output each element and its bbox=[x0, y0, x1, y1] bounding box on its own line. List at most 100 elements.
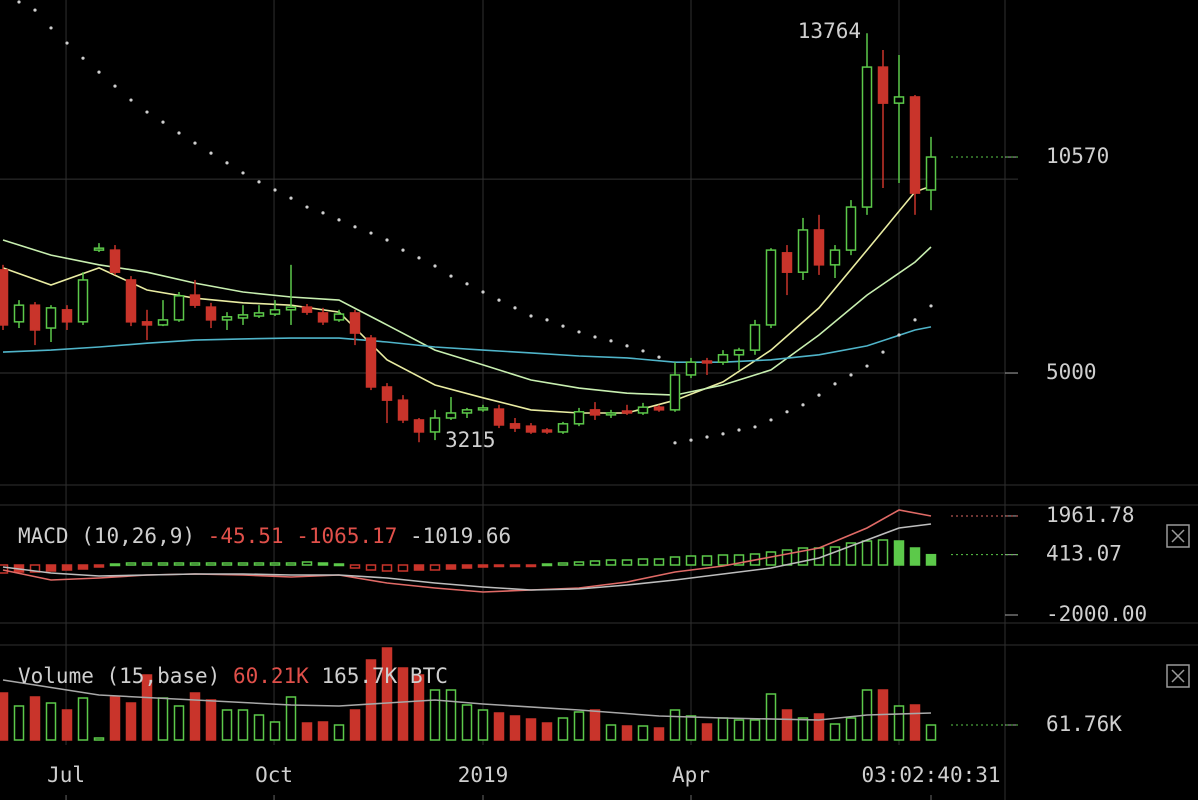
y-tick-label: 1961.78 bbox=[1046, 503, 1135, 527]
volume-bar bbox=[685, 715, 697, 741]
sar-dot bbox=[353, 225, 357, 229]
close-macd-button[interactable] bbox=[1166, 524, 1190, 548]
histogram-bar bbox=[157, 562, 169, 566]
button-frame[interactable] bbox=[1166, 664, 1190, 688]
histogram-bar bbox=[669, 556, 681, 566]
histogram-bar bbox=[429, 564, 441, 571]
volume-bar bbox=[189, 692, 201, 741]
histogram-bar bbox=[77, 564, 89, 570]
candle-body bbox=[381, 386, 393, 401]
volume-bar bbox=[541, 722, 553, 741]
sar-dot bbox=[705, 435, 709, 439]
histogram-bar bbox=[205, 562, 217, 566]
sar-dot bbox=[465, 282, 469, 286]
button-icon[interactable] bbox=[1171, 669, 1185, 683]
y-tick-label: 5000 bbox=[1046, 360, 1097, 384]
candle-body bbox=[845, 206, 857, 251]
candle-body bbox=[157, 319, 169, 326]
histogram-bar bbox=[845, 542, 857, 566]
high-annotation: 13764 bbox=[798, 19, 861, 43]
candle-body bbox=[93, 247, 105, 251]
candle-body bbox=[765, 249, 777, 326]
candle-body bbox=[621, 410, 633, 414]
histogram-bar bbox=[893, 540, 905, 566]
candle-body bbox=[701, 360, 713, 364]
volume-bar bbox=[621, 725, 633, 741]
sar-dot bbox=[673, 441, 677, 445]
candle-body bbox=[29, 304, 41, 331]
histogram-bar bbox=[653, 558, 665, 566]
histogram-bar bbox=[93, 564, 105, 568]
candle-body bbox=[45, 307, 57, 329]
sar-dot bbox=[481, 290, 485, 294]
volume-bar bbox=[477, 709, 489, 741]
volume-bar bbox=[925, 724, 937, 741]
macd-value: -1019.66 bbox=[410, 524, 511, 548]
histogram-bar bbox=[637, 558, 649, 566]
histogram-bar bbox=[733, 554, 745, 566]
sar-dot bbox=[17, 0, 21, 4]
histogram-bar bbox=[349, 564, 361, 569]
sar-dot bbox=[833, 382, 837, 386]
x-tick-label: Oct bbox=[255, 763, 293, 787]
candle-body bbox=[13, 304, 25, 323]
volume-bar bbox=[573, 711, 585, 741]
sar-dot bbox=[337, 218, 341, 222]
volume-bar bbox=[557, 717, 569, 741]
histogram-bar bbox=[557, 562, 569, 566]
volume-bar bbox=[285, 696, 297, 741]
volume-bar bbox=[653, 727, 665, 741]
sar-dot bbox=[161, 120, 165, 124]
volume-bar bbox=[797, 717, 809, 741]
candle-body bbox=[301, 306, 313, 313]
volume-bar bbox=[13, 705, 25, 741]
volume-title: Volume (15,base) bbox=[18, 664, 220, 688]
button-icon[interactable] bbox=[1171, 529, 1185, 543]
histogram-bar bbox=[877, 539, 889, 566]
sar-dot bbox=[97, 70, 101, 74]
candle-body bbox=[669, 374, 681, 411]
sar-dot bbox=[513, 306, 517, 310]
sar-dot bbox=[289, 196, 293, 200]
sar-dot bbox=[33, 8, 37, 12]
y-tick-label: 61.76K bbox=[1046, 712, 1122, 736]
candle-body bbox=[813, 229, 825, 266]
volume-bar bbox=[525, 718, 537, 741]
histogram-bar bbox=[861, 540, 873, 566]
histogram-bar bbox=[781, 549, 793, 566]
volume-bar bbox=[637, 725, 649, 741]
macd-value: -45.51 bbox=[208, 524, 284, 548]
sar-dot bbox=[785, 410, 789, 414]
sar-dot bbox=[849, 373, 853, 377]
histogram-bar bbox=[381, 564, 393, 572]
close-volume-button[interactable] bbox=[1166, 664, 1190, 688]
volume-bar bbox=[29, 696, 41, 741]
button-frame[interactable] bbox=[1166, 524, 1190, 548]
y-tick-label: 413.07 bbox=[1046, 542, 1122, 566]
volume-bar bbox=[509, 715, 521, 741]
sar-dot bbox=[209, 151, 213, 155]
sar-dot bbox=[929, 304, 933, 308]
histogram-bar bbox=[141, 562, 153, 566]
sar-dot bbox=[721, 432, 725, 436]
volume-bar bbox=[365, 659, 377, 741]
candle-body bbox=[253, 312, 265, 317]
volume-bar bbox=[61, 709, 73, 741]
marks-layer: Jul Oct 2019 Apr 03:02:40:31 13764 3215 10570 50… bbox=[0, 0, 1147, 800]
candle-body bbox=[285, 306, 297, 311]
volume-bar bbox=[301, 722, 313, 741]
sar-dot bbox=[497, 298, 501, 302]
sar-dot bbox=[545, 318, 549, 322]
sar-dot bbox=[369, 231, 373, 235]
moving-average bbox=[2, 239, 932, 396]
candle-body bbox=[589, 409, 601, 416]
candle-body bbox=[269, 309, 281, 315]
volume-bar bbox=[909, 704, 921, 741]
volume-bar bbox=[125, 702, 137, 741]
histogram-bar bbox=[413, 564, 425, 571]
candle-body bbox=[925, 156, 937, 191]
countdown: 03:02:40:31 bbox=[861, 763, 1000, 787]
candle-body bbox=[333, 313, 345, 321]
sar-dot bbox=[753, 425, 757, 429]
